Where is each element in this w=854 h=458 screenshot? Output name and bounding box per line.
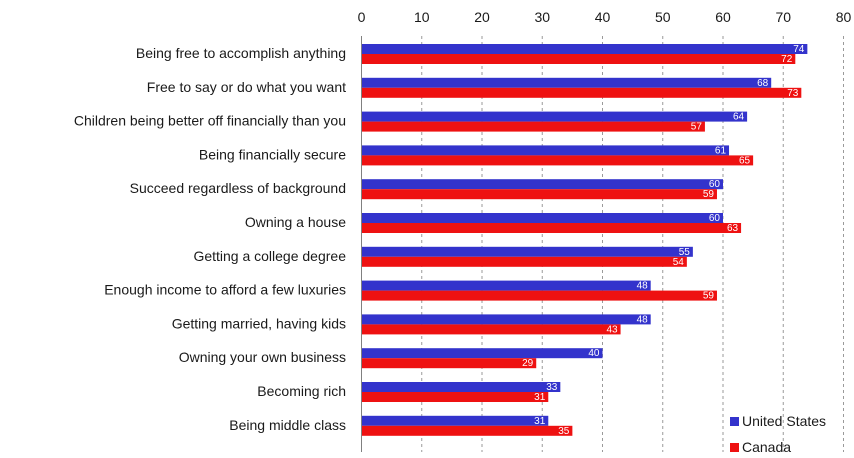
data-label: 33	[546, 382, 558, 393]
category-label: Succeed regardless of background	[130, 180, 346, 196]
bar-canada	[361, 425, 573, 436]
category-label: Children being better off financially th…	[74, 113, 346, 129]
category-label: Owning a house	[245, 214, 346, 230]
bar-united-states	[361, 213, 723, 223]
data-label: 54	[673, 257, 685, 268]
data-label: 72	[781, 54, 793, 65]
category-label: Owning your own business	[179, 349, 346, 365]
category-labels: Being free to accomplish anything Free to…	[74, 45, 346, 433]
legend-label: United States	[742, 413, 826, 429]
category-label: Becoming rich	[257, 383, 346, 399]
category-label: Being financially secure	[199, 146, 346, 162]
bar-canada	[361, 392, 549, 402]
bar-united-states	[361, 179, 723, 190]
data-label: 68	[757, 78, 769, 89]
data-label: 65	[739, 155, 751, 166]
bar-united-states	[361, 44, 808, 54]
bar-canada	[361, 256, 687, 267]
category-label: Enough income to afford a few luxuries	[104, 282, 346, 298]
bar-canada	[361, 87, 802, 98]
data-label: 35	[558, 426, 570, 437]
x-tick-label: 40	[595, 9, 611, 25]
x-tick-label: 70	[775, 9, 791, 25]
bar-united-states	[361, 415, 549, 426]
category-label: Free to say or do what you want	[147, 79, 346, 95]
bar-canada	[361, 155, 754, 166]
bar-canada	[361, 223, 742, 233]
legend-swatch	[730, 443, 739, 452]
category-label: Getting married, having kids	[172, 315, 346, 331]
bar-united-states	[361, 348, 603, 359]
data-label: 57	[691, 122, 703, 133]
legend-swatch	[730, 417, 739, 426]
legend-label: Canada	[742, 439, 791, 455]
data-label: 31	[534, 392, 546, 403]
bar-canada	[361, 324, 621, 335]
data-label: 61	[715, 145, 727, 156]
data-label: 60	[709, 179, 721, 190]
x-tick-label: 10	[414, 9, 430, 25]
data-label: 74	[793, 44, 805, 55]
data-label: 60	[709, 213, 721, 224]
bar-united-states	[361, 382, 561, 392]
bar-canada	[361, 358, 537, 369]
data-label: 59	[703, 189, 715, 200]
data-label: 29	[522, 358, 534, 369]
data-label: 40	[588, 348, 600, 359]
category-label: Being free to accomplish anything	[136, 45, 346, 61]
x-axis-ticks: 0 10 20 30 40 50 60 70 80	[358, 9, 852, 25]
x-tick-label: 30	[534, 9, 550, 25]
data-label: 43	[606, 324, 618, 335]
x-tick-label: 80	[836, 9, 852, 25]
category-label: Getting a college degree	[193, 248, 346, 264]
x-tick-label: 50	[655, 9, 671, 25]
data-label: 55	[679, 247, 691, 258]
bar-united-states	[361, 145, 730, 156]
x-tick-label: 20	[474, 9, 490, 25]
data-label: 73	[787, 88, 799, 99]
x-tick-label: 60	[715, 9, 731, 25]
data-label: 48	[637, 281, 649, 292]
data-label: 59	[703, 291, 715, 302]
bar-canada	[361, 54, 796, 64]
legend: United States Canada	[730, 413, 826, 455]
data-label: 63	[727, 223, 739, 234]
bar-united-states	[361, 111, 748, 122]
bar-canada	[361, 121, 705, 132]
bars: 7472687364576165605960635554485948434029…	[361, 44, 808, 437]
data-label: 31	[534, 416, 546, 427]
bar-canada	[361, 189, 717, 200]
bar-canada	[361, 290, 717, 301]
data-label: 48	[637, 314, 649, 325]
bar-united-states	[361, 314, 651, 325]
x-tick-label: 0	[358, 9, 366, 25]
bar-united-states	[361, 280, 651, 291]
category-label: Being middle class	[229, 417, 346, 433]
bar-united-states	[361, 77, 772, 88]
bar-united-states	[361, 246, 693, 257]
data-label: 64	[733, 112, 745, 123]
